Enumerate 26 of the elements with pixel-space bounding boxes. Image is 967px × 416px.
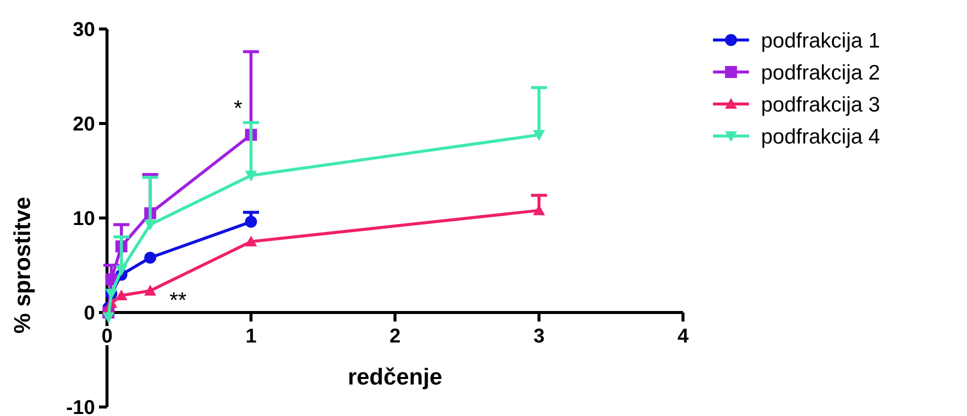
- point: [144, 284, 156, 296]
- point: [533, 130, 545, 141]
- annotation: **: [169, 288, 187, 313]
- legend-label: podfrakcija 2: [761, 61, 880, 84]
- legend-label: podfrakcija 3: [761, 93, 880, 116]
- point: [245, 170, 257, 182]
- point: [102, 312, 114, 324]
- y-tick-label: 10: [72, 208, 95, 230]
- x-tick-label: 1: [245, 326, 257, 348]
- point: [144, 220, 156, 231]
- x-tick-label: 2: [389, 326, 401, 348]
- point: [245, 236, 257, 246]
- y-tick-label: 20: [72, 114, 95, 136]
- x-axis-title: redčenje: [348, 364, 442, 390]
- point: [144, 252, 156, 264]
- x-tick-label: 3: [533, 326, 545, 348]
- y-tick-label: -10: [66, 397, 95, 416]
- x-tick-label: 4: [677, 326, 690, 348]
- annotation: *: [234, 96, 243, 121]
- y-axis-title: % sprostitve: [9, 196, 35, 334]
- y-tick-label: 30: [72, 19, 95, 41]
- legend-label: podfrakcija 1: [761, 29, 880, 52]
- point: [115, 265, 128, 276]
- point: [245, 216, 257, 228]
- y-tick-label: 0: [84, 302, 95, 324]
- legend-label: podfrakcija 4: [761, 125, 880, 148]
